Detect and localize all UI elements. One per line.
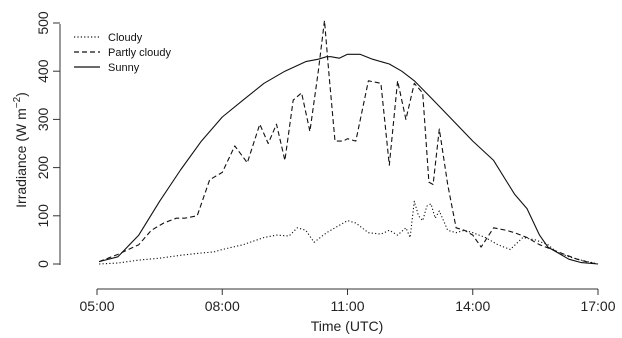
series-line-cloudy xyxy=(99,200,599,265)
x-axis-title: Time (UTC) xyxy=(311,318,384,334)
y-axis-title-main: Irradiance (W m xyxy=(13,108,29,208)
y-axis-title-close: ) xyxy=(13,92,29,97)
y-tick-label: 100 xyxy=(35,204,51,228)
series-line-partly-cloudy xyxy=(98,20,599,265)
y-axis-title-superscript: −2 xyxy=(12,96,23,108)
series-line-sunny xyxy=(98,53,599,265)
legend: Cloudy Partly cloudy Sunny xyxy=(74,32,171,74)
x-tick-label: 05:00 xyxy=(79,298,114,314)
series-layer xyxy=(98,20,599,265)
x-tick-label: 17:00 xyxy=(580,298,615,314)
x-tick-label: 14:00 xyxy=(455,298,490,314)
x-tick-label: 11:00 xyxy=(331,298,365,314)
legend-label-sunny: Sunny xyxy=(108,62,140,74)
legend-label-partly-cloudy: Partly cloudy xyxy=(108,47,171,59)
y-tick-label: 200 xyxy=(35,156,51,180)
y-tick-label: 0 xyxy=(35,260,51,268)
y-tick-label: 400 xyxy=(35,59,51,83)
legend-label-cloudy: Cloudy xyxy=(108,32,143,44)
x-tick-label: 08:00 xyxy=(205,298,240,314)
x-axis-ticks: 05:00 08:00 11:00 14:00 17:00 xyxy=(79,289,616,314)
y-axis-title: Irradiance (W m−2) xyxy=(12,92,29,208)
y-tick-label: 500 xyxy=(35,11,51,35)
y-tick-label: 300 xyxy=(35,108,51,132)
y-axis-ticks: 0 100 200 300 400 500 xyxy=(35,11,60,268)
